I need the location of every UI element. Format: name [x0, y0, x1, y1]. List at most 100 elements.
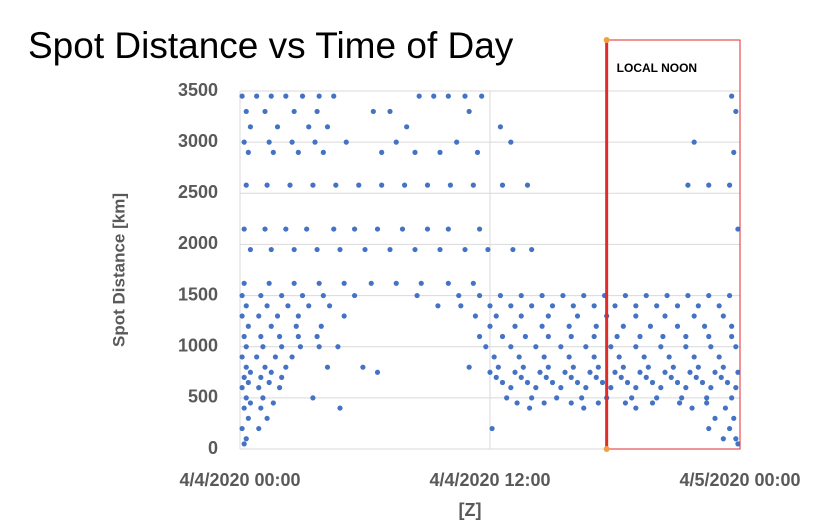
point — [712, 415, 718, 421]
point — [733, 108, 739, 115]
point — [637, 369, 643, 375]
point — [337, 405, 343, 411]
point — [674, 323, 681, 329]
point — [662, 313, 668, 319]
point — [560, 292, 566, 299]
point — [529, 303, 535, 309]
point — [472, 313, 479, 319]
point — [241, 441, 247, 447]
point — [574, 379, 581, 386]
point — [622, 292, 629, 299]
point — [458, 303, 464, 309]
point — [374, 226, 381, 232]
point — [258, 292, 264, 299]
point — [720, 436, 726, 442]
point — [304, 226, 310, 232]
point — [704, 395, 710, 401]
point — [462, 93, 468, 99]
point — [497, 124, 504, 130]
point — [618, 374, 624, 380]
point — [641, 354, 647, 360]
point — [245, 415, 251, 421]
point — [649, 400, 656, 406]
point — [264, 182, 270, 188]
point — [474, 149, 481, 155]
point — [476, 226, 483, 232]
point — [568, 333, 574, 340]
point — [320, 149, 326, 155]
point — [612, 303, 618, 309]
point — [268, 246, 274, 253]
point — [262, 226, 268, 232]
point — [729, 333, 735, 340]
point — [695, 364, 701, 370]
y-tick-label: 2000 — [178, 233, 218, 253]
point — [272, 354, 279, 360]
point — [676, 400, 683, 406]
point — [495, 364, 501, 370]
point — [283, 364, 289, 370]
point — [633, 405, 639, 411]
point — [629, 395, 635, 401]
point — [487, 369, 493, 375]
point — [470, 280, 476, 286]
point — [335, 344, 341, 350]
point — [566, 323, 572, 329]
point — [447, 182, 454, 188]
point — [310, 182, 316, 188]
point — [283, 93, 289, 99]
point — [485, 246, 491, 253]
point — [643, 374, 649, 380]
point — [691, 354, 697, 360]
y-axis-label: Spot Distance [km] — [109, 193, 128, 347]
point — [593, 323, 599, 329]
point — [512, 369, 518, 375]
point — [247, 246, 254, 253]
point — [691, 313, 697, 319]
point — [566, 354, 572, 360]
point — [624, 379, 631, 386]
point — [239, 354, 245, 360]
point — [735, 441, 741, 447]
point — [291, 280, 297, 286]
point — [497, 292, 504, 299]
point — [401, 182, 408, 188]
y-tick-label: 0 — [208, 438, 218, 458]
handle — [603, 446, 610, 452]
point — [731, 415, 737, 421]
point — [245, 379, 251, 386]
y-tick-label: 1500 — [178, 284, 218, 304]
point — [454, 139, 460, 145]
point — [314, 333, 320, 340]
point — [733, 344, 739, 350]
point — [726, 182, 733, 188]
point — [379, 182, 385, 188]
point — [633, 385, 639, 391]
point — [693, 374, 699, 380]
point — [674, 303, 681, 309]
point — [341, 313, 347, 319]
point — [462, 246, 468, 253]
point — [683, 333, 689, 340]
point — [706, 333, 712, 340]
point — [637, 333, 643, 340]
point — [647, 323, 654, 329]
point — [264, 415, 270, 421]
point — [418, 280, 424, 286]
point — [399, 226, 406, 232]
point — [489, 425, 495, 432]
point — [716, 354, 722, 360]
point — [729, 323, 735, 329]
point — [622, 400, 629, 406]
point — [295, 149, 301, 155]
point — [520, 364, 526, 370]
point — [331, 226, 337, 232]
point — [518, 374, 524, 380]
point — [247, 369, 254, 375]
point — [306, 124, 312, 130]
point — [314, 108, 320, 115]
point — [333, 182, 339, 188]
point — [545, 364, 551, 370]
point — [549, 303, 556, 309]
point — [341, 280, 347, 286]
